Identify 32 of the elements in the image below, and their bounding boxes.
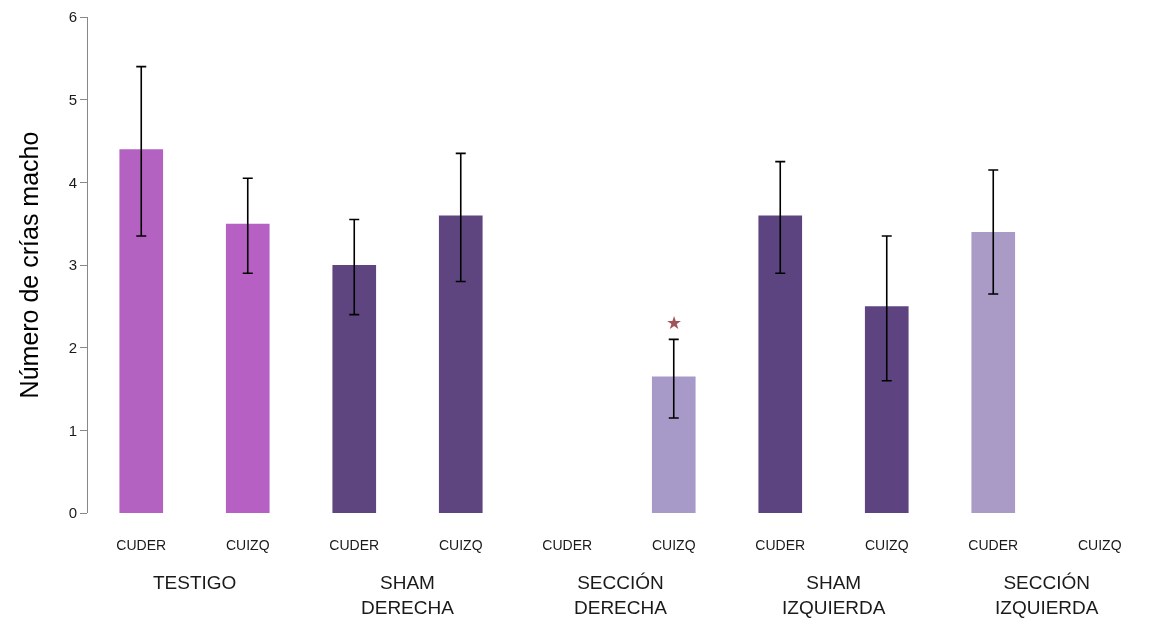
data-label: ★ [666, 312, 683, 333]
y-tick-label: 1 [68, 421, 77, 439]
x-tick-label: CUDER [542, 537, 593, 553]
x-tick-label: CUIZQ [225, 537, 270, 553]
y-tick-label: 4 [68, 173, 77, 191]
x-tick-label: CUDER [329, 537, 380, 553]
bar [971, 231, 1016, 513]
bar [119, 149, 164, 513]
y-axis-title: Número de crías macho [15, 131, 44, 399]
x-tick-label: CUIZQ [651, 537, 696, 553]
x-tick-label: CUDER [116, 537, 167, 553]
text: SHAM DERECHA [361, 572, 455, 618]
x-tick-label: CUIZQ [1077, 537, 1122, 553]
y-tick-label: 6 [68, 8, 77, 26]
bar [651, 376, 696, 513]
text: TESTIGO [153, 572, 237, 593]
x-tick-label: CUDER [968, 537, 1019, 553]
bar [758, 215, 803, 513]
y-tick-label: 2 [68, 338, 77, 356]
y-tick-label: 3 [68, 256, 77, 274]
x-tick-label: CUIZQ [864, 537, 909, 553]
text: SHAM IZQUIERDA [782, 572, 886, 618]
x-tick-label: CUIZQ [438, 537, 483, 553]
bar [225, 223, 270, 513]
bar [332, 265, 377, 513]
text: SECCIÓN IZQUIERDA [995, 572, 1099, 618]
text: SECCIÓN DERECHA [574, 572, 668, 618]
y-tick-label: 5 [68, 90, 77, 108]
bar [438, 215, 483, 513]
bar [864, 306, 909, 513]
y-tick-label: 0 [68, 504, 77, 522]
x-tick-label: CUDER [755, 537, 806, 553]
